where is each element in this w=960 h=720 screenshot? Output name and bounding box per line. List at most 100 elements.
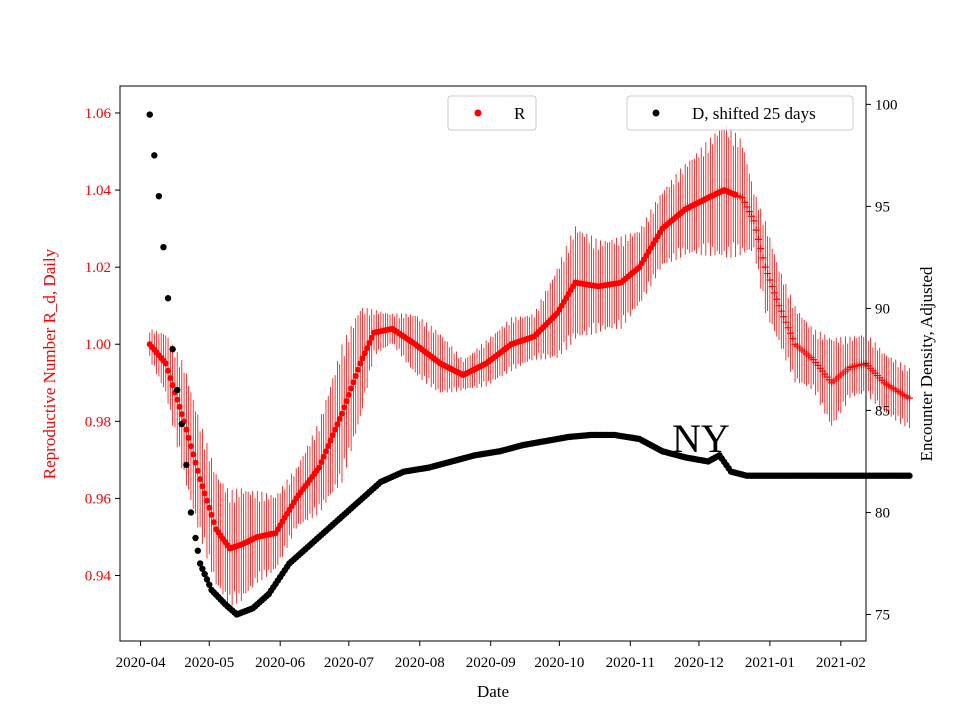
r-point	[352, 373, 359, 380]
y-left-tick-label: 0.96	[85, 491, 112, 507]
d-series	[146, 111, 913, 618]
r-point	[322, 448, 329, 455]
r-point	[359, 355, 366, 362]
r-point	[327, 437, 334, 444]
r-point	[334, 421, 341, 428]
r-point	[766, 276, 774, 284]
annotation-ny: NY	[672, 416, 730, 461]
r-point	[343, 398, 350, 405]
r-point	[748, 212, 756, 220]
r-point	[201, 490, 208, 497]
x-tick-label: 2020-12	[674, 655, 724, 671]
d-point	[199, 565, 206, 572]
r-point	[167, 374, 174, 381]
y-left-tick-label: 0.94	[85, 568, 112, 584]
y-left-tick-label: 1.00	[85, 337, 111, 353]
r-point	[768, 282, 776, 290]
r-point	[338, 410, 345, 417]
y-axis-left-label: Reproductive Number R_d, Daily	[40, 248, 59, 479]
r-point	[761, 263, 769, 271]
r-series	[146, 187, 913, 552]
d-point	[906, 472, 913, 479]
legend-r-marker	[474, 109, 482, 117]
d-point	[160, 243, 167, 251]
d-point	[187, 509, 195, 516]
y-axis-right-label: Encounter Density, Adjusted	[917, 266, 936, 461]
x-tick-label: 2020-04	[116, 655, 166, 671]
d-point	[151, 152, 158, 159]
r-point	[366, 339, 373, 346]
d-point	[206, 581, 213, 588]
d-point	[201, 570, 208, 578]
r-point	[786, 329, 794, 337]
legend-d-marker	[652, 109, 660, 117]
r-point	[364, 345, 371, 352]
r-point	[368, 334, 375, 341]
y-right-tick-label: 100	[875, 97, 898, 113]
y-left-tick-label: 0.98	[85, 414, 111, 430]
x-tick-label: 2020-08	[395, 655, 445, 671]
legend-d-label: D, shifted 25 days	[692, 104, 816, 123]
r-point	[162, 360, 169, 367]
r-point	[738, 194, 746, 202]
d-point	[196, 560, 204, 567]
legend-d: D, shifted 25 days	[626, 95, 854, 131]
r-point	[345, 391, 352, 398]
r-point	[165, 367, 172, 374]
r-point	[178, 411, 185, 418]
r-point	[759, 254, 767, 262]
d-point	[194, 547, 202, 554]
r-point	[190, 451, 197, 458]
r-point	[905, 394, 913, 402]
r-point	[316, 464, 323, 471]
r-point	[332, 426, 339, 433]
x-tick-label: 2020-06	[255, 655, 305, 671]
d-point	[169, 346, 176, 353]
r-point	[318, 459, 325, 466]
r-point	[784, 324, 792, 332]
r-point	[325, 442, 332, 449]
x-tick-label: 2021-01	[745, 655, 795, 671]
r-point	[208, 511, 215, 518]
y-right-tick-label: 75	[875, 607, 890, 623]
legend-r-label: R	[514, 104, 526, 123]
r-point	[743, 203, 751, 211]
r-point	[203, 497, 210, 504]
r-point	[320, 453, 327, 460]
r-point	[169, 382, 176, 389]
r-point	[341, 404, 348, 411]
r-point	[752, 226, 760, 234]
r-point	[777, 307, 785, 315]
x-tick-label: 2020-10	[534, 655, 584, 671]
y-right-tick-label: 90	[875, 301, 890, 317]
d-point	[178, 420, 185, 428]
r-point	[187, 443, 194, 450]
r-point	[750, 217, 758, 225]
r-point	[185, 434, 192, 441]
x-tick-label: 2020-09	[466, 655, 516, 671]
r-point	[197, 476, 204, 483]
x-tick-label: 2020-07	[324, 655, 374, 671]
r-point	[357, 360, 364, 367]
r-point	[350, 379, 357, 386]
r-point	[336, 416, 343, 422]
x-axis-label: Date	[477, 682, 509, 701]
r-point	[194, 467, 201, 474]
d-point	[174, 386, 181, 394]
r-point	[764, 270, 772, 278]
y-left-tick-label: 1.06	[85, 106, 112, 122]
d-point	[155, 192, 163, 200]
d-point	[192, 534, 199, 542]
r-point	[176, 403, 183, 410]
r-point	[192, 459, 199, 466]
x-tick-label: 2021-02	[816, 655, 866, 671]
r-point	[770, 289, 778, 297]
r-point	[348, 385, 355, 392]
d-point	[183, 461, 190, 469]
x-tick-label: 2020-05	[184, 655, 234, 671]
y-right-tick-label: 95	[875, 199, 890, 215]
d-point	[203, 576, 211, 583]
r-point	[354, 366, 361, 373]
y-left-tick-label: 1.04	[85, 183, 112, 199]
